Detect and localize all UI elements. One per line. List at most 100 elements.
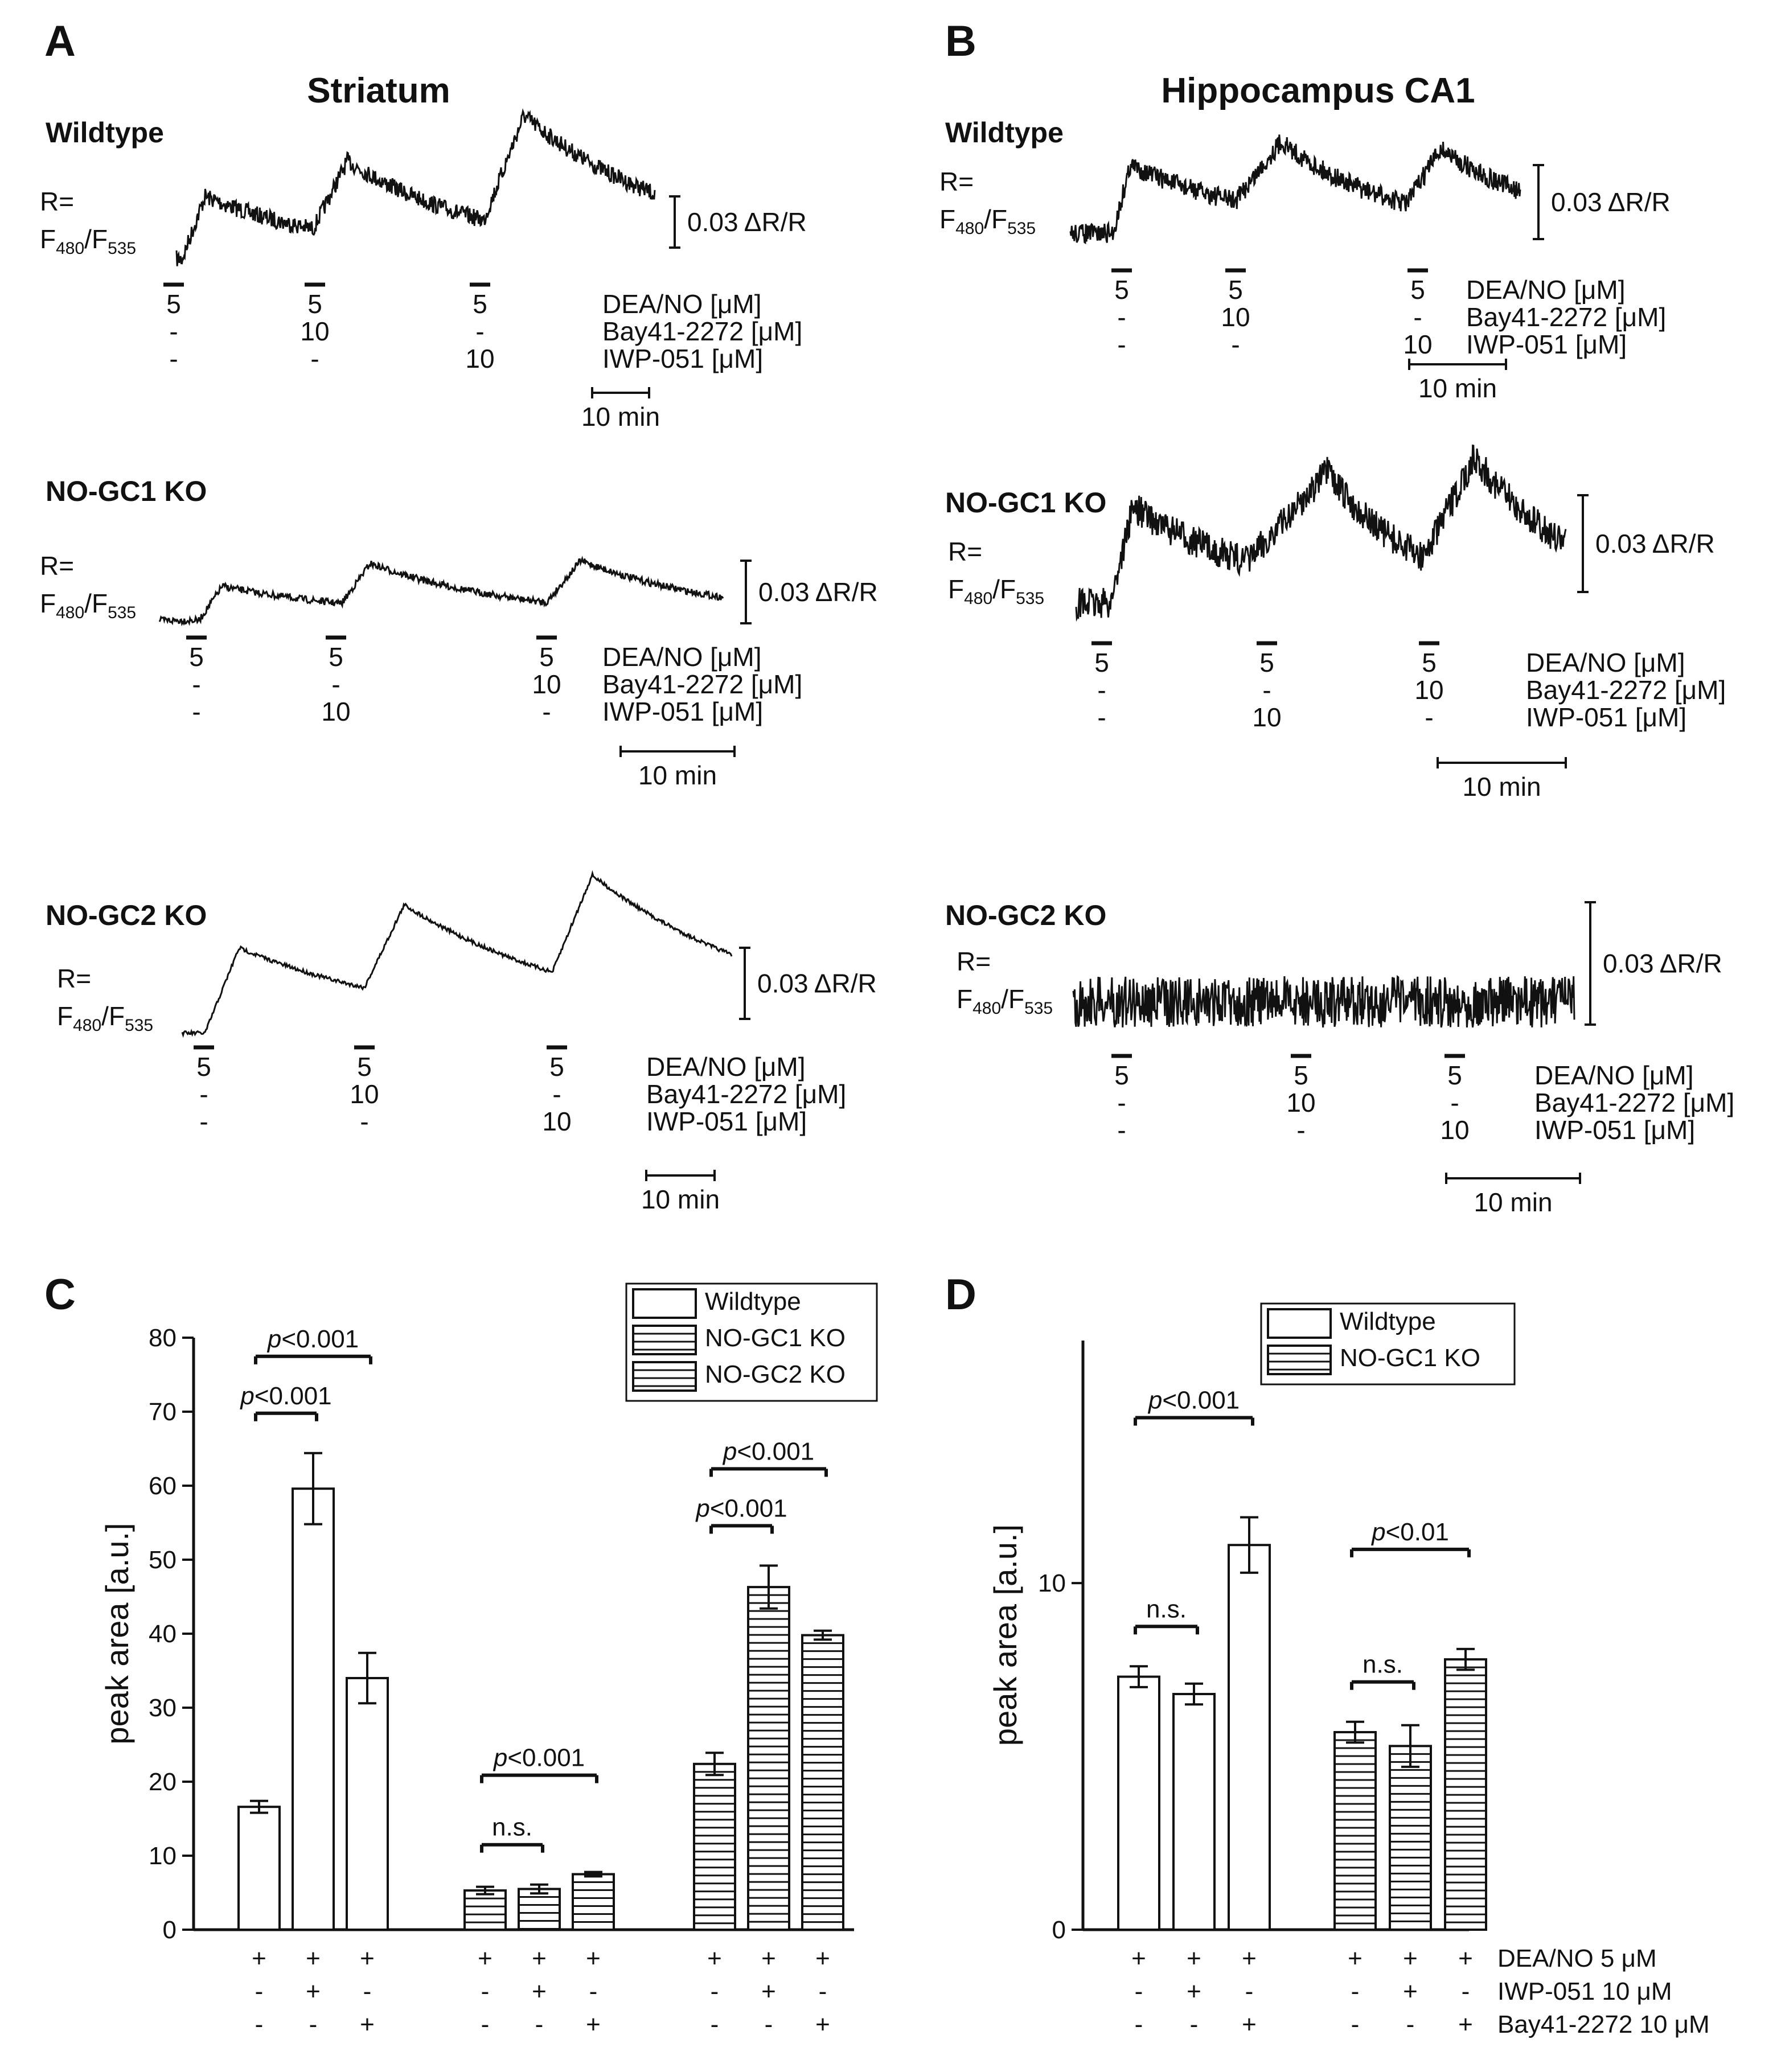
- condition-symbol: +: [1242, 1944, 1257, 1972]
- bar: [572, 1870, 615, 1931]
- iwp-row-label: IWP-051 [μM]: [1526, 702, 1686, 732]
- dea-row-label: DEA/NO [μM]: [1466, 275, 1626, 305]
- bar-rect: [1228, 1544, 1271, 1931]
- significance-label: n.s.: [1146, 1595, 1187, 1623]
- y-tick-label: 80: [149, 1324, 177, 1352]
- fret-trace: [1072, 975, 1575, 1028]
- bay-value: -: [475, 316, 484, 346]
- legend-label: Wildtype: [705, 1288, 801, 1315]
- iwp-row-label: IWP-051 [μM]: [1534, 1115, 1695, 1145]
- condition-symbol: +: [586, 2011, 601, 2038]
- bay-row-label: Bay41-2272 [μM]: [646, 1079, 846, 1109]
- condition-symbol: -: [1462, 1978, 1470, 2005]
- fret-trace: [158, 556, 724, 627]
- time-bar-label: 10 min: [638, 760, 717, 790]
- dea-value: 5: [189, 642, 204, 672]
- iwp-value: -: [1097, 702, 1106, 732]
- condition-symbol: +: [478, 1944, 493, 1972]
- genotype-label: Wildtype: [945, 117, 1064, 149]
- ratio-label-r: R=: [939, 167, 974, 196]
- legend-label: Wildtype: [1340, 1308, 1436, 1335]
- ratio-label-f: F480/F535: [40, 224, 136, 258]
- dea-value: 5: [1422, 648, 1437, 677]
- condition-symbol: -: [1351, 1978, 1360, 2005]
- time-bar-label: 10 min: [641, 1185, 720, 1214]
- legend-swatch-rect: [1267, 1308, 1332, 1339]
- significance-bracket: n.s.: [1134, 1595, 1199, 1635]
- dea-value: 5: [1294, 1060, 1308, 1090]
- y-axis-label: peak area [a.u.]: [987, 1524, 1023, 1746]
- significance-bracket: p<0.001: [239, 1382, 332, 1421]
- iwp-value: -: [199, 1107, 208, 1136]
- bar: [518, 1883, 561, 1931]
- y-tick-label: 10: [149, 1842, 177, 1870]
- bay-value: 10: [1286, 1088, 1315, 1117]
- dea-value: 5: [1114, 1060, 1129, 1090]
- scale-bar-label: 0.03 ΔR/R: [1595, 529, 1715, 558]
- iwp-value: -: [1425, 702, 1433, 732]
- iwp-row-label: IWP-051 [μM]: [602, 697, 763, 726]
- bar-rect: [237, 1806, 281, 1931]
- panel-d-chart: 0 10 peak area [a.u.] + - - + + - + - + + - - + + - + - + DEA…: [987, 1302, 1710, 2038]
- bar: [1117, 1665, 1160, 1931]
- iwp-value: 10: [465, 344, 494, 373]
- bar-rect: [518, 1888, 561, 1931]
- scale-bar-label: 0.03 ΔR/R: [1551, 187, 1671, 217]
- bar: [346, 1651, 389, 1931]
- panel-c-chart: 0 10 20 30 40 50 60 70 80 peak area [a.u.] + - - + + - +…: [99, 1282, 878, 2038]
- ratio-label-r: R=: [40, 551, 74, 581]
- genotype-label: Wildtype: [46, 117, 164, 149]
- bar: [292, 1452, 335, 1931]
- bar-rect: [572, 1873, 615, 1931]
- iwp-value: -: [310, 344, 319, 373]
- condition-symbol: -: [711, 2011, 719, 2038]
- dea-row-label: DEA/NO [μM]: [646, 1052, 806, 1082]
- genotype-label: NO-GC2 KO: [46, 899, 207, 931]
- condition-symbol: +: [1242, 2011, 1257, 2038]
- condition-symbol: -: [1245, 1978, 1254, 2005]
- bay-value: 10: [300, 316, 329, 346]
- bay-value: 10: [1221, 302, 1250, 332]
- bay-value: 10: [1414, 675, 1443, 705]
- dea-value: 5: [473, 289, 487, 319]
- bay-row-label: Bay41-2272 [μM]: [602, 669, 802, 699]
- dea-value: 5: [329, 642, 343, 672]
- bay-value: 10: [350, 1079, 379, 1109]
- condition-row-label: Bay41-2272 10 μM: [1497, 2011, 1710, 2038]
- genotype-label: NO-GC1 KO: [945, 487, 1106, 519]
- dea-row-label: DEA/NO [μM]: [602, 642, 762, 672]
- iwp-value: -: [1117, 1115, 1126, 1145]
- y-tick-label: 60: [149, 1472, 177, 1500]
- bay-value: 10: [532, 669, 561, 699]
- y-tick-label: 50: [149, 1546, 177, 1574]
- condition-row-label: IWP-051 10 μM: [1497, 1978, 1672, 2005]
- panel-a-title: Striatum: [307, 71, 450, 110]
- iwp-value: -: [1117, 330, 1126, 359]
- bar-rect: [1172, 1693, 1216, 1931]
- bay-value: -: [1097, 675, 1106, 705]
- condition-symbol: -: [711, 1978, 719, 2005]
- iwp-row-label: IWP-051 [μM]: [1466, 330, 1627, 359]
- condition-symbol: +: [761, 1944, 776, 1972]
- condition-symbol: +: [1187, 1944, 1201, 1972]
- fret-trace: [175, 108, 656, 266]
- legend-swatch: [1267, 1308, 1332, 1339]
- dea-value: 5: [1114, 275, 1129, 305]
- condition-symbol: -: [1190, 2011, 1199, 2038]
- iwp-row-label: IWP-051 [μM]: [602, 344, 763, 373]
- bar: [1172, 1682, 1216, 1931]
- bar: [1333, 1720, 1377, 1931]
- dea-row-label: DEA/NO [μM]: [1534, 1060, 1694, 1090]
- bay-value: -: [331, 669, 340, 699]
- ratio-label-r: R=: [40, 187, 74, 216]
- significance-bracket: p<0.001: [480, 1744, 598, 1783]
- bay-value: -: [1413, 302, 1422, 332]
- condition-symbol: +: [1348, 1944, 1363, 1972]
- significance-bracket: p<0.01: [1350, 1518, 1471, 1557]
